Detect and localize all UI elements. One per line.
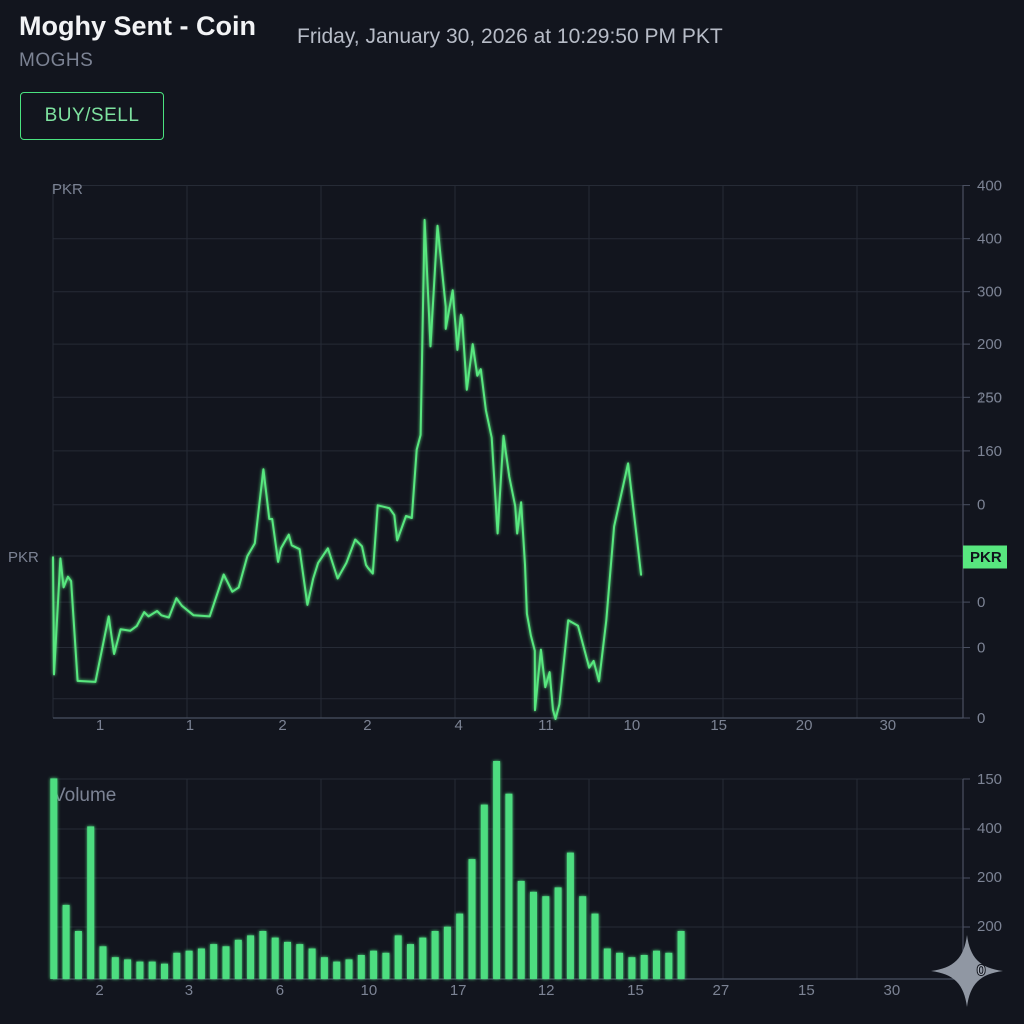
svg-text:2: 2: [363, 717, 371, 734]
svg-text:300: 300: [977, 284, 1002, 301]
svg-text:400: 400: [977, 231, 1002, 248]
svg-text:1: 1: [96, 717, 104, 734]
svg-text:PKR: PKR: [970, 549, 1002, 566]
svg-text:160: 160: [977, 389, 1002, 406]
svg-text:2: 2: [95, 982, 103, 999]
svg-text:160: 160: [977, 443, 1002, 460]
svg-text:15: 15: [710, 717, 727, 734]
svg-text:PKR: PKR: [8, 549, 39, 566]
svg-text:400: 400: [977, 178, 1002, 195]
svg-text:Volume: Volume: [53, 785, 116, 806]
svg-text:150: 150: [977, 771, 1002, 788]
svg-text:30: 30: [884, 982, 901, 999]
svg-text:400: 400: [977, 820, 1002, 837]
svg-text:4: 4: [455, 717, 463, 734]
svg-text:PKR: PKR: [52, 181, 83, 198]
svg-text:200: 200: [977, 869, 1002, 886]
svg-text:10: 10: [361, 982, 378, 999]
svg-text:15: 15: [798, 982, 815, 999]
svg-text:0: 0: [977, 497, 985, 514]
svg-text:3: 3: [185, 982, 193, 999]
svg-text:6: 6: [276, 982, 284, 999]
svg-text:30: 30: [879, 717, 896, 734]
svg-text:2: 2: [278, 717, 286, 734]
svg-text:0: 0: [977, 710, 985, 727]
svg-text:0: 0: [977, 640, 985, 657]
svg-text:17: 17: [450, 982, 467, 999]
svg-text:20: 20: [796, 717, 813, 734]
svg-text:12: 12: [538, 982, 555, 999]
svg-text:11: 11: [538, 717, 554, 734]
svg-text:0: 0: [977, 594, 985, 611]
svg-text:200: 200: [977, 918, 1002, 935]
svg-text:1: 1: [186, 717, 194, 734]
svg-text:10: 10: [624, 717, 641, 734]
svg-text:200: 200: [977, 336, 1002, 353]
svg-text:0: 0: [977, 962, 985, 979]
svg-text:15: 15: [627, 982, 644, 999]
svg-text:27: 27: [713, 982, 730, 999]
